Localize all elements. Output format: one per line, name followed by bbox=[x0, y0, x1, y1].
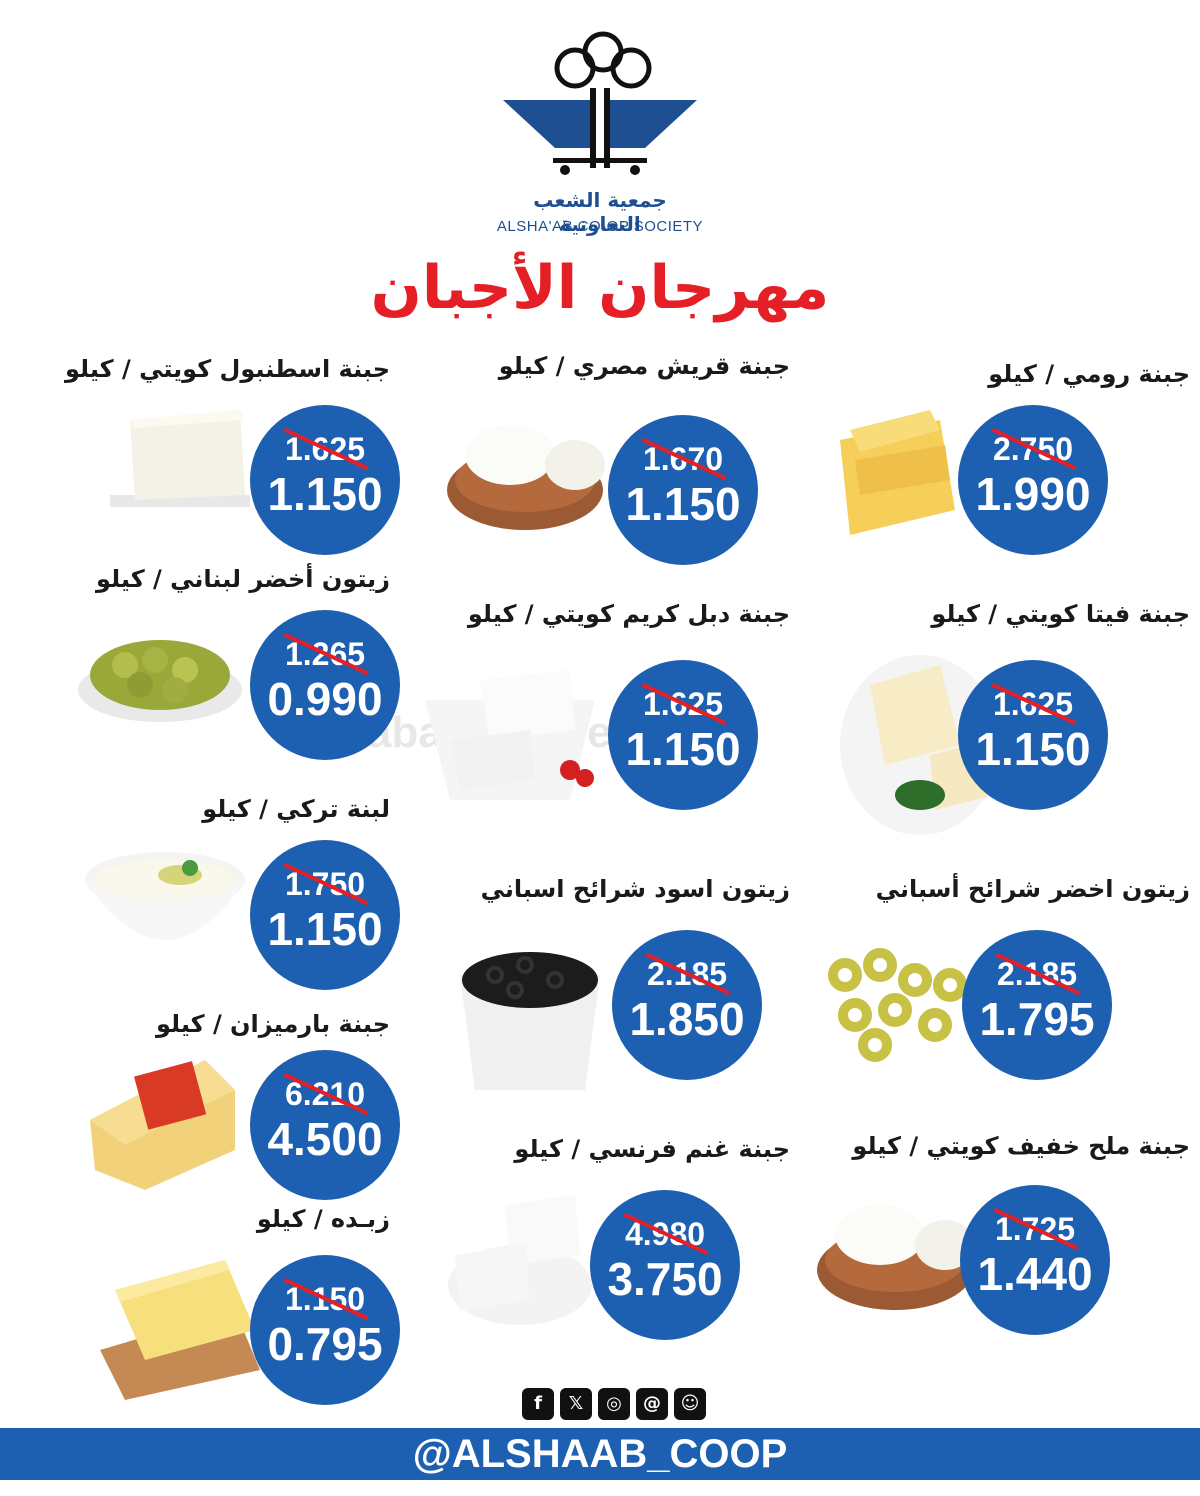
product-name: جبنة فيتا كويتي / كيلو bbox=[931, 600, 1190, 628]
product-card: جبنة غنم فرنسي / كيلو 4.9803.750 bbox=[420, 1135, 800, 1395]
product-image bbox=[445, 395, 615, 539]
white-cheese-block-icon bbox=[110, 410, 250, 507]
cream-cheese-plate-icon bbox=[425, 670, 595, 800]
product-image bbox=[105, 400, 255, 524]
product-name: جبنة بارميزان / كيلو bbox=[155, 1010, 390, 1038]
product-name: زيتون أخضر لبناني / كيلو bbox=[96, 565, 390, 593]
product-card: جبنة رومي / كيلو 2.7501.990 bbox=[820, 360, 1200, 620]
product-card: جبنة فيتا كويتي / كيلو 1.6251.150 bbox=[820, 600, 1200, 860]
social-icons: f 𝕏 ◎ @ ☺ bbox=[522, 1388, 708, 1422]
product-image bbox=[80, 830, 250, 974]
new-price: 1.150 bbox=[975, 723, 1091, 775]
logo-emblem bbox=[503, 31, 697, 175]
instagram-icon[interactable]: ◎ bbox=[598, 1388, 630, 1420]
alshaab-logo: جمعية الشعب التعاونية ALSHA'AB CO-OP SOC… bbox=[495, 30, 705, 240]
price-badge: 1.2650.990 bbox=[250, 610, 400, 760]
product-card: جبنة بارميزان / كيلو 6.2104.500 bbox=[20, 1010, 400, 1270]
product-image bbox=[455, 935, 605, 1099]
page-title: مهرجان الأجبان bbox=[370, 253, 830, 323]
product-card: زيتون اخضر شرائح أسباني 2.1851.795 bbox=[820, 875, 1200, 1135]
new-price: 1.850 bbox=[629, 993, 745, 1045]
product-name: زيتون اسود شرائح اسباني bbox=[480, 875, 790, 903]
product-card: لبنة تركي / كيلو 1.7501.150 bbox=[20, 795, 400, 1055]
yellow-cheese-slices-icon bbox=[840, 410, 955, 535]
price-badge: 1.6251.150 bbox=[250, 405, 400, 555]
product-card: جبنة ملح خفيف كويتي / كيلو 1.7251.440 bbox=[817, 1132, 1200, 1392]
price-badge: 6.2104.500 bbox=[250, 1050, 400, 1200]
product-image bbox=[445, 1185, 595, 1339]
new-price: 1.990 bbox=[975, 468, 1091, 520]
new-price: 1.150 bbox=[267, 468, 383, 520]
new-price: 1.150 bbox=[267, 903, 383, 955]
price-badge: 1.6251.150 bbox=[958, 660, 1108, 810]
new-price: 3.750 bbox=[607, 1253, 723, 1305]
new-price: 4.500 bbox=[267, 1113, 383, 1165]
product-card: جبنة اسطنبول كويتي / كيلو 1.6251.150 bbox=[20, 355, 400, 615]
black-olive-slices-icon bbox=[460, 952, 600, 1090]
price-badge: 2.1851.795 bbox=[962, 930, 1112, 1080]
product-name: زبـده / كيلو bbox=[256, 1205, 390, 1233]
product-image bbox=[85, 1050, 245, 1204]
product-card: جبنة قريش مصري / كيلو 1.6701.150 bbox=[420, 352, 800, 612]
price-badge: 1.7501.150 bbox=[250, 840, 400, 990]
product-image bbox=[420, 660, 600, 814]
price-badge: 1.7251.440 bbox=[960, 1185, 1110, 1335]
product-image bbox=[815, 935, 975, 1079]
product-name: جبنة اسطنبول كويتي / كيلو bbox=[65, 355, 390, 383]
new-price: 1.440 bbox=[977, 1248, 1093, 1300]
butter-block-icon bbox=[100, 1260, 260, 1400]
product-name: زيتون اخضر شرائح أسباني bbox=[875, 875, 1190, 903]
price-badge: 1.1500.795 bbox=[250, 1255, 400, 1405]
price-badge: 2.7501.990 bbox=[958, 405, 1108, 555]
product-name: جبنة دبل كريم كويتي / كيلو bbox=[467, 600, 790, 628]
new-price: 1.795 bbox=[979, 993, 1095, 1045]
price-badge: 2.1851.850 bbox=[612, 930, 762, 1080]
new-price: 1.150 bbox=[625, 723, 741, 775]
parmesan-wedge-icon bbox=[90, 1060, 235, 1190]
snapchat-icon[interactable]: ☺ bbox=[674, 1388, 706, 1420]
labneh-bowl-icon bbox=[85, 852, 245, 940]
product-name: جبنة ملح خفيف كويتي / كيلو bbox=[852, 1132, 1190, 1160]
new-price: 1.150 bbox=[625, 478, 741, 530]
product-card: زيتون أخضر لبناني / كيلو 1.2650.990 bbox=[20, 565, 400, 825]
facebook-icon[interactable]: f bbox=[522, 1388, 554, 1420]
product-image bbox=[75, 620, 245, 734]
price-badge: 1.6251.150 bbox=[608, 660, 758, 810]
footer-handle[interactable]: @ALSHAAB_COOP bbox=[412, 1432, 788, 1476]
product-card: زبـده / كيلو 1.1500.795 bbox=[20, 1205, 400, 1465]
logo-english-name: ALSHA'AB CO-OP SOCIETY bbox=[496, 218, 704, 235]
x-icon[interactable]: 𝕏 bbox=[560, 1388, 592, 1420]
price-badge: 4.9803.750 bbox=[590, 1190, 740, 1340]
footer-bar: @ALSHAAB_COOP bbox=[0, 1428, 1200, 1480]
product-name: جبنة قريش مصري / كيلو bbox=[498, 352, 790, 380]
product-image bbox=[830, 400, 960, 544]
logo-arabic-name: جمعية الشعب التعاونية bbox=[533, 188, 667, 236]
threads-icon[interactable]: @ bbox=[636, 1388, 668, 1420]
new-price: 0.990 bbox=[267, 673, 383, 725]
new-price: 0.795 bbox=[267, 1318, 383, 1370]
sheep-cheese-slices-icon bbox=[448, 1195, 592, 1325]
green-olives-plate-icon bbox=[78, 640, 242, 722]
product-name: جبنة غنم فرنسي / كيلو bbox=[514, 1135, 790, 1163]
white-cheese-board-icon bbox=[447, 425, 605, 530]
green-olive-slices-icon bbox=[828, 948, 967, 1062]
product-card: زيتون اسود شرائح اسباني 2.1851.850 bbox=[420, 875, 800, 1135]
product-image bbox=[95, 1240, 265, 1404]
product-card: جبنة دبل كريم كويتي / كيلو 1.6251.150 bbox=[420, 600, 800, 860]
product-name: جبنة رومي / كيلو bbox=[988, 360, 1190, 388]
product-name: لبنة تركي / كيلو bbox=[202, 795, 390, 823]
price-badge: 1.6701.150 bbox=[608, 415, 758, 565]
